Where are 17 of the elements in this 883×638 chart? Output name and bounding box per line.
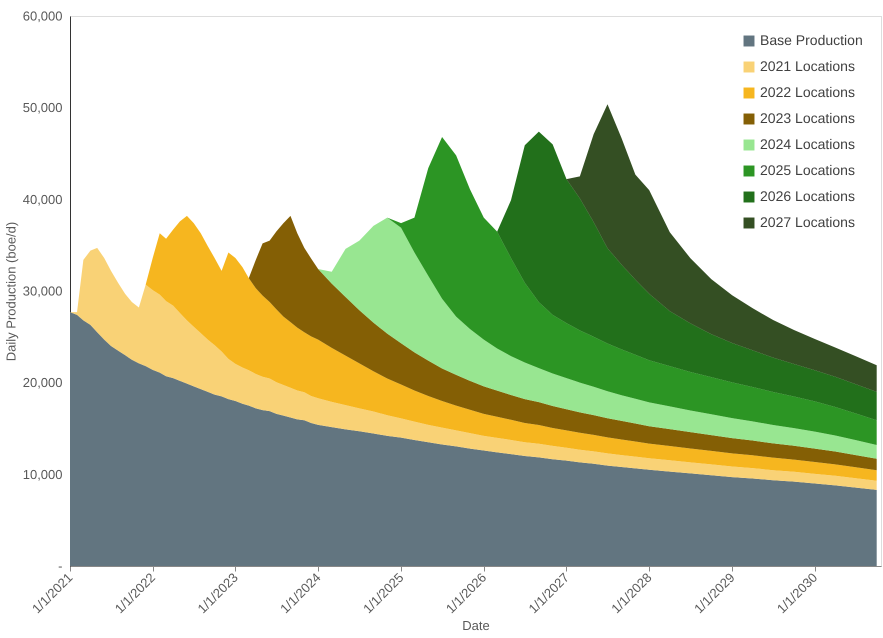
legend-label: 2026 Locations bbox=[760, 188, 855, 204]
y-tick-label: 20,000 bbox=[22, 375, 62, 390]
legend-label: 2021 Locations bbox=[760, 58, 855, 74]
legend-label: 2024 Locations bbox=[760, 136, 855, 152]
y-tick-label: 40,000 bbox=[22, 192, 62, 207]
y-tick-label: 10,000 bbox=[22, 466, 62, 482]
legend-label: 2023 Locations bbox=[760, 110, 855, 126]
y-tick-label: 60,000 bbox=[22, 8, 62, 24]
y-axis-title: Daily Production (boe/d) bbox=[4, 222, 19, 362]
legend-label: Base Production bbox=[760, 32, 863, 48]
legend-label: 2022 Locations bbox=[760, 84, 855, 100]
legend-label: 2025 Locations bbox=[760, 162, 855, 178]
x-axis-title: Date bbox=[462, 618, 490, 634]
y-tick-label: 50,000 bbox=[22, 100, 62, 116]
y-tick-label: - bbox=[58, 558, 62, 574]
legend-label: 2027 Locations bbox=[760, 214, 855, 230]
y-tick-label: 30,000 bbox=[22, 284, 62, 298]
